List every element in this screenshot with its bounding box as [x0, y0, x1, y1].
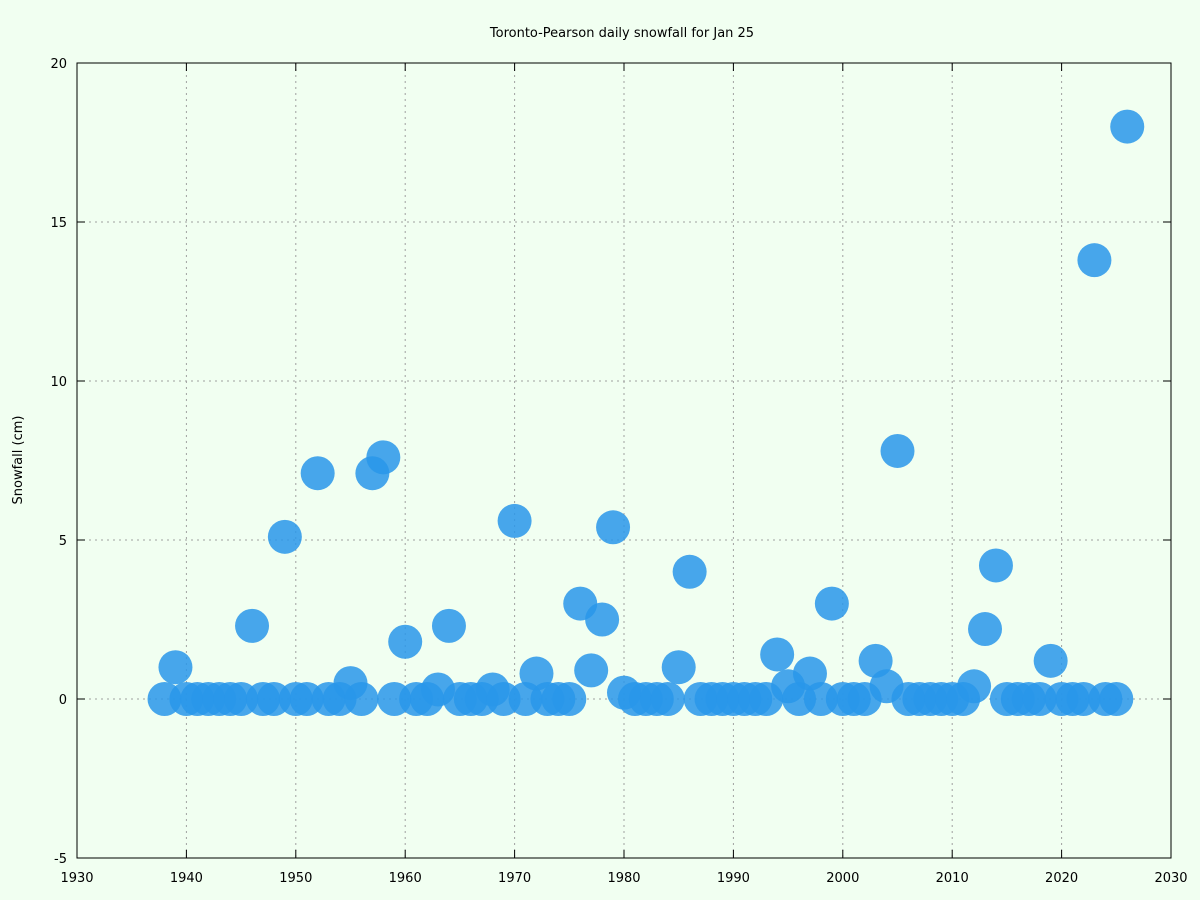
data-point — [792, 656, 827, 691]
data-point — [814, 586, 849, 621]
y-tick-label: 10 — [50, 375, 67, 390]
x-tick-label: 1980 — [607, 871, 640, 886]
data-point — [366, 440, 401, 475]
chart-title: Toronto-Pearson daily snowfall for Jan 2… — [489, 26, 754, 41]
data-point — [957, 669, 992, 704]
y-tick-label: 15 — [50, 216, 67, 231]
data-point — [300, 456, 335, 491]
x-tick-label: 2000 — [826, 871, 859, 886]
y-tick-label: 20 — [50, 57, 67, 72]
data-point — [552, 682, 587, 716]
data-point — [388, 624, 423, 659]
x-tick-label: 1930 — [60, 871, 93, 886]
data-point — [1033, 643, 1068, 678]
y-tick-label: 5 — [59, 534, 67, 549]
data-point — [1110, 109, 1145, 144]
grid — [77, 63, 1171, 858]
data-point — [497, 503, 532, 538]
data-point — [596, 510, 631, 545]
data-point — [585, 602, 620, 637]
data-point — [968, 612, 1003, 647]
x-tick-label: 2020 — [1045, 871, 1078, 886]
data-point — [344, 682, 379, 716]
x-tick-label: 1960 — [389, 871, 422, 886]
x-tick-label: 2030 — [1154, 871, 1187, 886]
y-axis-label: Snowfall (cm) — [11, 416, 26, 505]
x-tick-label: 2010 — [936, 871, 969, 886]
data-point — [519, 656, 554, 691]
x-tick-label: 1970 — [498, 871, 531, 886]
data-point — [978, 548, 1013, 583]
data-point — [661, 650, 696, 685]
data-point — [158, 650, 193, 685]
data-point — [1077, 243, 1112, 278]
data-point — [1099, 682, 1134, 716]
data-point — [431, 608, 466, 643]
data-point — [650, 682, 685, 716]
data-point — [672, 554, 707, 589]
axis-ticks: 1930 1940 1950 1960 1970 1980 1990 2000 2010 2020… — [50, 57, 1187, 886]
data-point — [858, 643, 893, 678]
data-point — [235, 608, 270, 643]
x-tick-label: 1990 — [717, 871, 750, 886]
data-point — [880, 433, 915, 468]
data-point — [267, 519, 302, 554]
x-tick-label: 1940 — [170, 871, 203, 886]
y-tick-label: -5 — [54, 852, 67, 867]
data-point — [574, 653, 609, 688]
y-tick-label: 0 — [59, 693, 67, 708]
x-tick-label: 1950 — [279, 871, 312, 886]
data-points — [147, 109, 1145, 716]
data-point — [760, 637, 795, 672]
